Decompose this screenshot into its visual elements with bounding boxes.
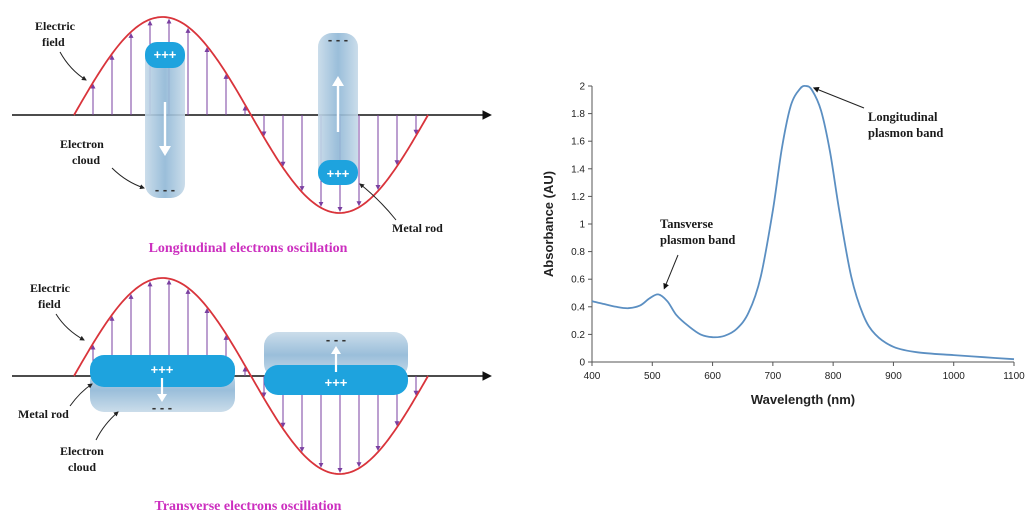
x-tick-label: 900 [885,371,902,382]
bottom-wave [73,277,429,475]
y-tick-label: 1.2 [571,192,585,203]
y-tick-label: 1.6 [571,137,585,148]
top-left-plus: +++ [154,47,177,62]
y-tick-label: 1 [579,220,585,231]
annotation-text: Longitudinal [868,110,938,124]
absorbance-chart: 0 0.2 0.4 0.6 0.8 1 1.2 1.4 1.6 1.8 2 400 500 600 700… [541,82,1025,408]
bottom-electric-field-label-2: field [38,297,61,311]
bottom-right-rod: - - - +++ [264,332,408,395]
y-tick-label: 0.8 [571,247,585,258]
bottom-electron-cloud-label-2: cloud [68,460,96,474]
bottom-caption: Transverse electrons oscillation [155,499,342,514]
transverse-diagram: +++ - - - - - - +++ Electric field Metal… [12,277,492,514]
absorbance-curve [591,84,1015,361]
top-right-minus: - - - [328,32,348,47]
y-tick-label: 0 [579,358,585,369]
top-caption: Longitudinal electrons oscillation [149,241,348,256]
y-ticks: 0 0.2 0.4 0.6 0.8 1 1.2 1.4 1.6 1.8 2 [571,82,592,369]
top-metal-rod-label: Metal rod [392,221,443,235]
bottom-left-plus: +++ [151,362,174,377]
x-tick-label: 1100 [1003,371,1025,382]
top-electron-cloud-label-2: cloud [72,153,100,167]
bottom-right-plus: +++ [325,375,348,390]
longitudinal-diagram: +++ - - - - - - +++ Electric field Elect… [12,16,492,256]
top-electric-field-label-2: field [42,35,65,49]
x-tick-label: 700 [765,371,782,382]
bottom-electric-field-label-1: Electric [30,281,71,295]
y-tick-label: 0.4 [571,302,585,313]
bottom-electron-cloud-label-1: Electron [60,444,104,458]
y-tick-label: 2 [579,82,585,93]
annotation-text: plasmon band [868,126,943,140]
x-tick-label: 800 [825,371,842,382]
x-ticks: 400 500 600 700 800 900 1000 1100 [584,362,1025,382]
bottom-metal-rod-label: Metal rod [18,407,69,421]
annotation-text: plasmon band [660,233,735,247]
top-wave [73,16,429,214]
x-tick-label: 400 [584,371,601,382]
y-axis-label: Absorbance (AU) [541,171,556,277]
x-tick-label: 600 [704,371,721,382]
top-left-rod: +++ - - - [145,42,185,198]
annotation-arrow [663,254,679,290]
top-right-plus: +++ [327,166,350,181]
top-electric-field-label-1: Electric [35,19,76,33]
y-tick-label: 1.4 [571,164,585,175]
top-left-minus: - - - [155,182,175,197]
bottom-left-minus: - - - [152,400,172,415]
x-tick-label: 500 [644,371,661,382]
top-electron-cloud-label-1: Electron [60,137,104,151]
y-tick-label: 0.6 [571,275,585,286]
x-tick-label: 1000 [943,371,966,382]
annotation-arrow [812,86,865,109]
bottom-left-rod: +++ - - - [90,355,235,415]
annotation-text: Tansverse [660,217,713,231]
chart-annotations: Longitudinal plasmon band Tansverse plasmon… [660,86,943,290]
y-tick-label: 1.8 [571,109,585,120]
y-tick-label: 0.2 [571,330,585,341]
bottom-right-minus: - - - [326,332,346,347]
top-right-rod: - - - +++ [318,32,358,185]
x-axis-label: Wavelength (nm) [751,392,855,407]
